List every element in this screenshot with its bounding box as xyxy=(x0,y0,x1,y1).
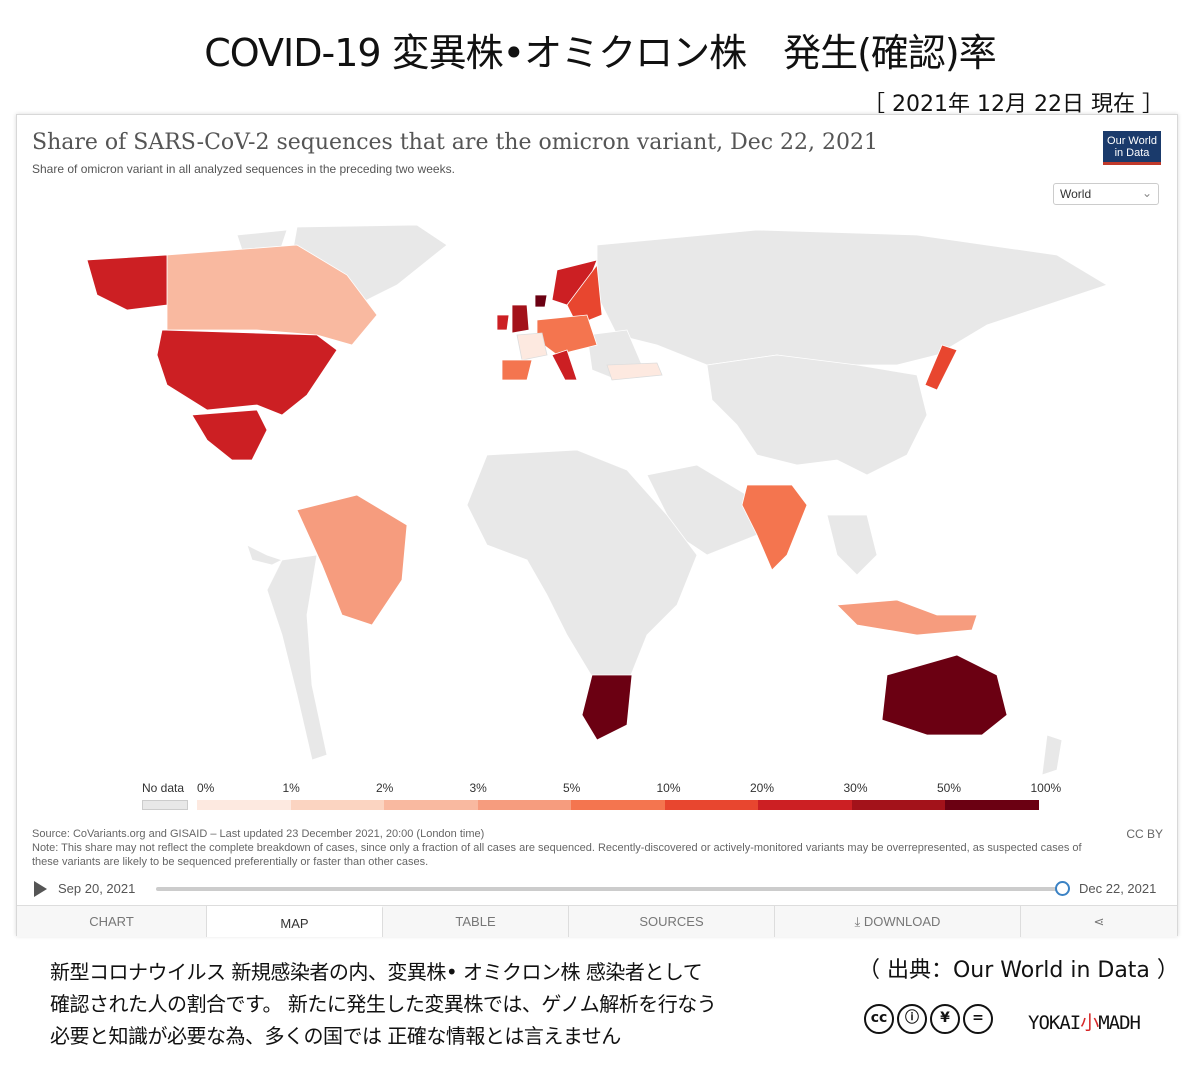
legend-bin[interactable] xyxy=(571,800,665,810)
country-usa xyxy=(156,329,338,416)
country-russia-asia xyxy=(596,229,1108,366)
region-select[interactable]: World ⌄ xyxy=(1053,183,1159,205)
nc-icon: ¥ xyxy=(930,1004,960,1034)
country-ireland xyxy=(496,314,510,331)
logo-line1: Our World xyxy=(1107,135,1157,147)
legend-bin[interactable] xyxy=(758,800,852,810)
tab-map[interactable]: MAP xyxy=(207,906,383,937)
legend-tick-label: 30% xyxy=(843,781,868,795)
legend-tick-label: 20% xyxy=(750,781,775,795)
legend-no-data-swatch xyxy=(142,800,188,810)
legend-tick-label: 1% xyxy=(282,781,300,795)
chart-tabs: CHART MAP TABLE SOURCES ⤓ DOWNLOAD ⋖ xyxy=(17,905,1177,937)
caption: 新型コロナウイルス 新規感染者の内、変異株• オミクロン株 感染者として 確認さ… xyxy=(50,956,717,1052)
country-australia xyxy=(881,654,1008,736)
country-spain xyxy=(501,359,533,381)
country-south-america-west xyxy=(266,554,328,761)
country-south-africa xyxy=(581,674,633,741)
timeline-handle[interactable] xyxy=(1055,881,1070,896)
tab-download[interactable]: ⤓ DOWNLOAD xyxy=(775,906,1021,937)
legend-bin[interactable] xyxy=(945,800,1039,810)
license-link[interactable]: CC BY xyxy=(1126,827,1163,841)
legend-bin[interactable] xyxy=(197,800,291,810)
tab-download-label: DOWNLOAD xyxy=(863,914,941,929)
download-icon: ⤓ xyxy=(854,914,864,929)
cc-license-badges: cc ⓘ ¥ = xyxy=(864,1004,993,1034)
timeline-start-label: Sep 20, 2021 xyxy=(58,881,136,896)
world-map[interactable] xyxy=(57,215,1137,775)
country-indonesia xyxy=(836,599,978,636)
legend-bin[interactable] xyxy=(664,800,758,810)
country-china-region xyxy=(706,354,928,476)
legend-tick-label: 2% xyxy=(376,781,394,795)
country-mexico xyxy=(191,409,268,461)
legend-bin[interactable] xyxy=(290,800,384,810)
legend-tick-label: 10% xyxy=(656,781,681,795)
caption-line-3: 必要と知識が必要な為、多くの国では 正確な情報とは言えません xyxy=(50,1024,621,1048)
brand-logo: YOKAI小MADH xyxy=(1028,1008,1141,1035)
country-turkey xyxy=(606,362,663,381)
country-uk xyxy=(511,304,530,334)
legend-bin[interactable] xyxy=(384,800,478,810)
country-canada xyxy=(166,244,378,346)
note-text: Note: This share may not reflect the com… xyxy=(32,842,1082,868)
logo-line2: in Data xyxy=(1114,147,1150,159)
caption-line-2: 確認された人の割合です。 新たに発生した変異株では、ゲノム解析を行なう xyxy=(50,992,717,1016)
country-france xyxy=(516,332,548,361)
tab-sources[interactable]: SOURCES xyxy=(569,906,775,937)
play-icon[interactable] xyxy=(34,881,47,897)
legend-tick-label: 0% xyxy=(197,781,215,795)
legend-bin[interactable] xyxy=(851,800,945,810)
tab-chart[interactable]: CHART xyxy=(17,906,207,937)
by-icon: ⓘ xyxy=(897,1004,927,1034)
brand-left: YOKAI xyxy=(1028,1012,1081,1034)
country-new-zealand xyxy=(1041,734,1063,775)
chart-subtitle: Share of omicron variant in all analyzed… xyxy=(32,162,455,176)
share-icon: ⋖ xyxy=(1093,914,1105,929)
owid-logo[interactable]: Our World in Data xyxy=(1103,131,1161,165)
legend-tick-label: 100% xyxy=(1030,781,1062,795)
owid-chart-panel: Share of SARS-CoV-2 sequences that are t… xyxy=(16,114,1178,937)
source-note: Source: CoVariants.org and GISAID – Last… xyxy=(32,827,1092,869)
map-legend: No data 0% 1% 2% 3% 5% 10% 20% 30% 50% 100% xyxy=(142,775,1072,815)
tab-share[interactable]: ⋖ xyxy=(1021,906,1177,937)
brand-mid: 小 xyxy=(1080,1012,1099,1034)
country-alaska-usa xyxy=(86,254,168,311)
legend-bin[interactable] xyxy=(477,800,571,810)
tab-table[interactable]: TABLE xyxy=(383,906,569,937)
source-text: Source: CoVariants.org and GISAID – Last… xyxy=(32,828,485,840)
country-se-asia xyxy=(826,514,878,576)
country-india xyxy=(741,484,808,571)
page-title: COVID-19 変異株•オミクロン株 発生(確認)率 xyxy=(204,31,996,75)
country-brazil xyxy=(296,494,408,626)
date-stamp: ［ 2021年 12月 22日 現在 ］ xyxy=(863,92,1164,117)
timeline-end-label: Dec 22, 2021 xyxy=(1079,881,1157,896)
source-credit: （ 出典：Our World in Data ） xyxy=(858,958,1179,983)
timeline: Sep 20, 2021 Dec 22, 2021 xyxy=(32,877,1162,899)
region-select-value: World xyxy=(1060,187,1092,201)
legend-no-data-label: No data xyxy=(142,781,185,795)
cc-icon: cc xyxy=(864,1004,894,1034)
country-japan xyxy=(924,344,958,391)
caption-line-1: 新型コロナウイルス 新規感染者の内、変異株• オミクロン株 感染者として xyxy=(50,960,703,984)
country-denmark xyxy=(534,294,548,308)
legend-tick-label: 3% xyxy=(469,781,487,795)
brand-right: MADH xyxy=(1098,1012,1141,1034)
chevron-down-icon: ⌄ xyxy=(1141,186,1152,200)
legend-tick-label: 5% xyxy=(563,781,581,795)
country-italy xyxy=(551,349,578,381)
legend-tick-label: 50% xyxy=(937,781,962,795)
nd-icon: = xyxy=(963,1004,993,1034)
chart-title: Share of SARS-CoV-2 sequences that are t… xyxy=(32,130,879,155)
no-data-countries xyxy=(236,224,1108,775)
country-central-america xyxy=(246,544,284,566)
timeline-track[interactable] xyxy=(156,887,1062,891)
